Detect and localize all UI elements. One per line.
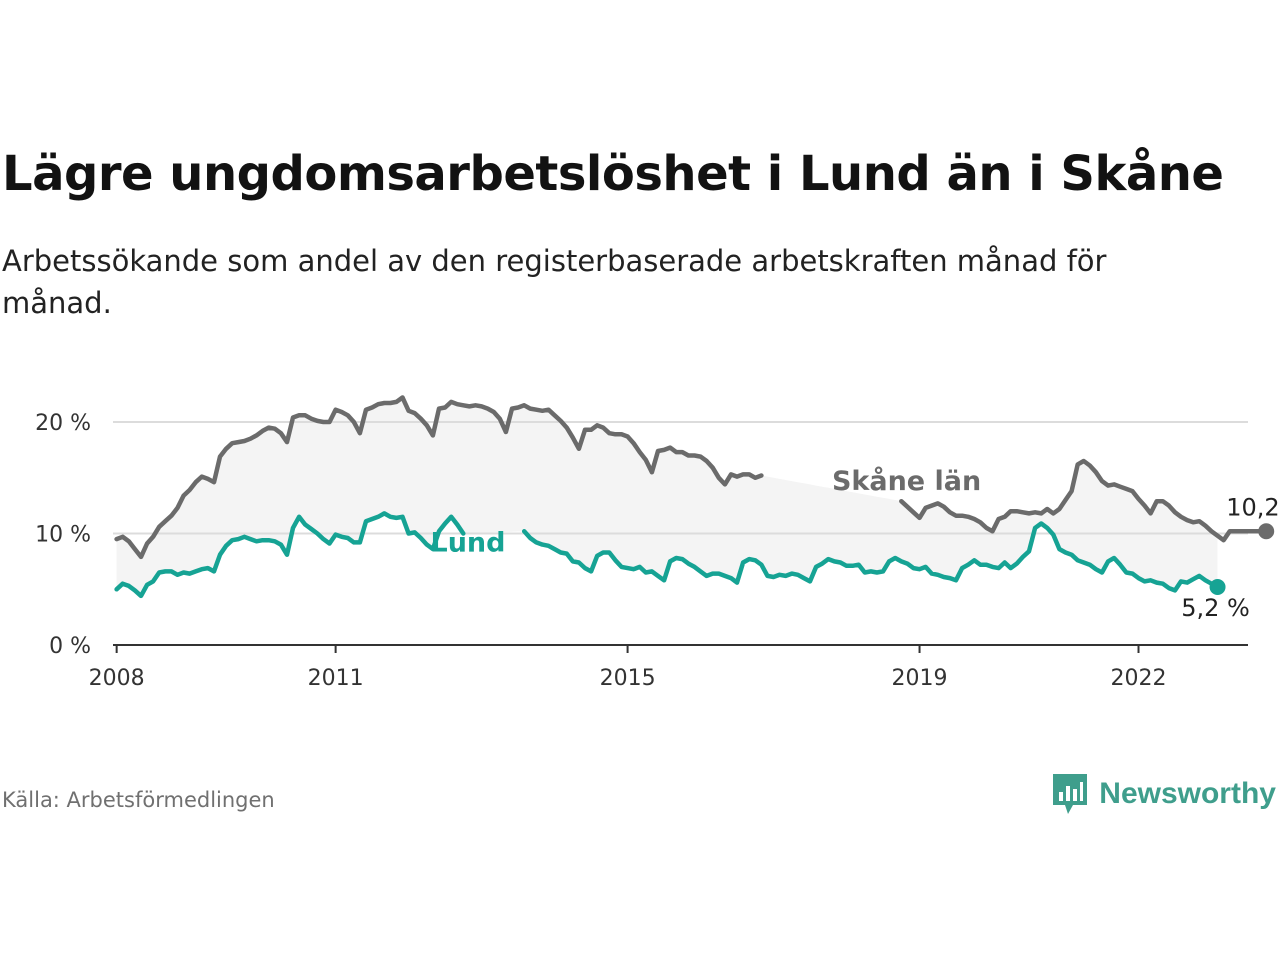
axes: 0 % 10 % 20 % 2008 2011 2015 2019 2022 bbox=[35, 411, 1248, 691]
lund-line bbox=[114, 511, 1220, 599]
x-tick-label: 2019 bbox=[892, 666, 948, 691]
brand-name: Newsworthy bbox=[1099, 777, 1276, 810]
lund-end-marker bbox=[1209, 579, 1226, 596]
line-chart: 0 % 10 % 20 % 2008 2011 2015 2019 2022 10,2 % 5,… bbox=[35, 395, 1280, 691]
chart-subtitle: Arbetssökande som andel av den registerb… bbox=[2, 244, 1107, 320]
x-tick-label: 2015 bbox=[600, 666, 656, 691]
y-tick-label: 20 % bbox=[35, 411, 91, 436]
series-lines bbox=[114, 395, 1275, 599]
skane-lan-end-marker bbox=[1258, 523, 1275, 540]
lund-end-label: 5,2 % bbox=[1181, 594, 1250, 622]
skane-lan-series-label: Skåne län bbox=[832, 465, 981, 497]
source-note: Källa: Arbetsförmedlingen bbox=[2, 788, 275, 812]
newsworthy-logo-icon bbox=[1053, 774, 1088, 814]
range-band bbox=[116, 397, 1218, 596]
skane-lan-end-label: 10,2 % bbox=[1226, 493, 1280, 521]
range-band-layer bbox=[116, 397, 1218, 596]
y-tick-label: 10 % bbox=[35, 523, 91, 548]
lund-series-label: Lund bbox=[431, 527, 506, 558]
gridlines bbox=[113, 421, 1248, 535]
chart-title: Lägre ungdomsarbetslöshet i Lund än i Sk… bbox=[2, 146, 1224, 202]
x-tick-label: 2011 bbox=[308, 666, 364, 691]
x-tick-label: 2008 bbox=[89, 666, 145, 691]
skane-lan-line bbox=[114, 395, 1269, 560]
x-tick-label: 2022 bbox=[1111, 666, 1167, 691]
y-tick-label: 0 % bbox=[49, 634, 91, 659]
series-labels: 10,2 % 5,2 % Skåne län Lund bbox=[431, 465, 1280, 622]
brand-logo[interactable]: Newsworthy bbox=[1051, 772, 1276, 816]
